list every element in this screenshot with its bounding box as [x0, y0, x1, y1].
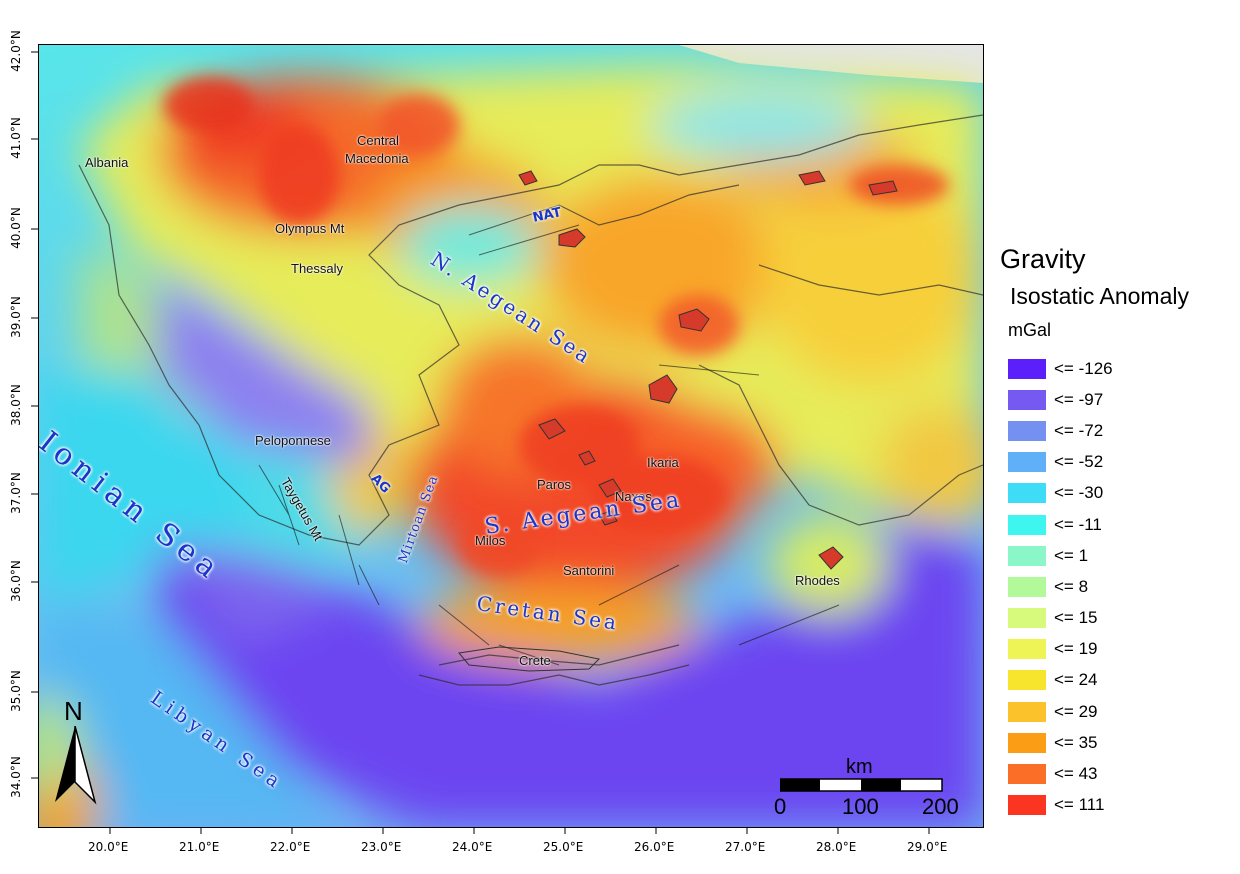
map-frame[interactable]: Albania Central Macedonia Olympus Mt The…	[38, 44, 984, 828]
lon-label: 28.0°E	[816, 840, 857, 854]
scale-bar: km 0 100 200	[774, 756, 970, 822]
anomaly-highs	[164, 77, 949, 575]
lat-label: 38.0°N	[8, 384, 23, 426]
label-central: Central	[357, 133, 399, 148]
lon-label: 26.0°E	[634, 840, 675, 854]
legend-swatch	[1008, 701, 1046, 722]
lat-label: 39.0°N	[8, 296, 23, 338]
legend-label: <= 19	[1054, 639, 1098, 659]
legend-label: <= -97	[1054, 389, 1104, 409]
lat-label: 37.0°N	[8, 472, 23, 514]
lat-label: 41.0°N	[8, 117, 23, 159]
legend-label: <= -126	[1054, 358, 1113, 378]
legend-row: <= 29	[1008, 696, 1234, 727]
lon-label: 24.0°E	[452, 840, 493, 854]
legend-label: <= 1	[1054, 545, 1089, 565]
legend-row: <= -126	[1008, 353, 1234, 384]
legend-label: <= 8	[1054, 576, 1089, 596]
label-ikaria: Ikaria	[647, 455, 679, 470]
legend-row: <= 1	[1008, 540, 1234, 571]
legend-row: <= -52	[1008, 447, 1234, 478]
coastlines	[78, 114, 983, 686]
legend-label: <= 29	[1054, 701, 1098, 721]
legend-swatch	[1008, 389, 1046, 410]
legend-label: <= -52	[1054, 452, 1104, 472]
label-olympus: Olympus Mt	[275, 221, 345, 236]
legend-label: <= -11	[1054, 514, 1102, 534]
label-milos: Milos	[475, 533, 506, 548]
legend-row: <= 15	[1008, 603, 1234, 634]
label-macedonia: Macedonia	[345, 151, 409, 166]
gravity-map	[39, 45, 983, 827]
legend-row: <= -11	[1008, 509, 1234, 540]
legend-classes: <= -126 <= -97 <= -72 <= -52 <= -30 <= -11 <= …	[998, 353, 1234, 821]
lon-label: 23.0°E	[361, 840, 402, 854]
legend-swatch	[1008, 576, 1046, 597]
label-santorini: Santorini	[563, 563, 615, 578]
legend-label: <= 24	[1054, 670, 1098, 690]
lon-label: 29.0°E	[907, 840, 948, 854]
legend-swatch	[1008, 483, 1046, 504]
legend-swatch	[1008, 795, 1046, 816]
legend-swatch	[1008, 514, 1046, 535]
legend-row: <= 8	[1008, 571, 1234, 602]
legend-row: <= 111	[1008, 790, 1234, 821]
legend-label: <= 43	[1054, 764, 1098, 784]
legend-title: Gravity	[1000, 244, 1086, 274]
legend-swatch	[1008, 608, 1046, 629]
legend-swatch	[1008, 358, 1046, 379]
legend-label: <= 111	[1054, 795, 1105, 815]
lat-label: 40.0°N	[8, 207, 23, 249]
label-peloponnese: Peloponnese	[255, 433, 331, 448]
north-label: N	[64, 696, 83, 726]
label-rhodes: Rhodes	[795, 573, 840, 588]
label-paros: Paros	[537, 477, 571, 492]
legend-label: <= -30	[1054, 483, 1104, 503]
scale-label-0: 0	[774, 794, 787, 819]
legend-swatch	[1008, 639, 1046, 660]
islands	[458, 170, 898, 672]
legend-label: <= 35	[1054, 732, 1098, 752]
lat-label: 42.0°N	[8, 30, 23, 72]
legend-swatch	[1008, 732, 1046, 753]
legend-row: <= 24	[1008, 665, 1234, 696]
north-arrow: N	[50, 696, 100, 805]
faults	[258, 204, 840, 666]
nodata-area	[679, 45, 983, 83]
lon-label: 20.0°E	[88, 840, 129, 854]
lon-label: 25.0°E	[543, 840, 584, 854]
lon-label: 22.0°E	[270, 840, 311, 854]
lat-label: 36.0°N	[8, 560, 23, 602]
legend-swatch	[1008, 452, 1046, 473]
lat-label: 34.0°N	[8, 756, 23, 798]
north-arrow-icon	[55, 726, 97, 805]
legend-label: <= -72	[1054, 420, 1104, 440]
legend: Gravity Isostatic Anomaly mGal <= -126 <=…	[998, 244, 1234, 821]
label-albania: Albania	[85, 155, 129, 170]
lon-label: 21.0°E	[179, 840, 220, 854]
legend-row: <= -97	[1008, 384, 1234, 415]
legend-row: <= 43	[1008, 758, 1234, 789]
legend-row: <= 19	[1008, 634, 1234, 665]
legend-row: <= -30	[1008, 478, 1234, 509]
legend-row: <= 35	[1008, 727, 1234, 758]
scale-bar-graphic	[780, 778, 943, 792]
scale-label-100: 100	[842, 794, 879, 819]
scale-label-200: 200	[922, 794, 959, 819]
legend-swatch	[1008, 545, 1046, 566]
legend-row: <= -72	[1008, 415, 1234, 446]
legend-unit: mGal	[1008, 320, 1052, 340]
label-naxos: Naxos	[615, 489, 652, 504]
legend-subtitle: Isostatic Anomaly	[1010, 283, 1189, 309]
legend-swatch	[1008, 670, 1046, 691]
legend-label: <= 15	[1054, 608, 1098, 628]
scale-unit: km	[846, 756, 873, 778]
legend-swatch	[1008, 764, 1046, 785]
legend-swatch	[1008, 420, 1046, 441]
label-thessaly: Thessaly	[291, 261, 344, 276]
lat-label: 35.0°N	[8, 670, 23, 712]
label-crete: Crete	[519, 653, 551, 668]
lon-label: 27.0°E	[725, 840, 766, 854]
